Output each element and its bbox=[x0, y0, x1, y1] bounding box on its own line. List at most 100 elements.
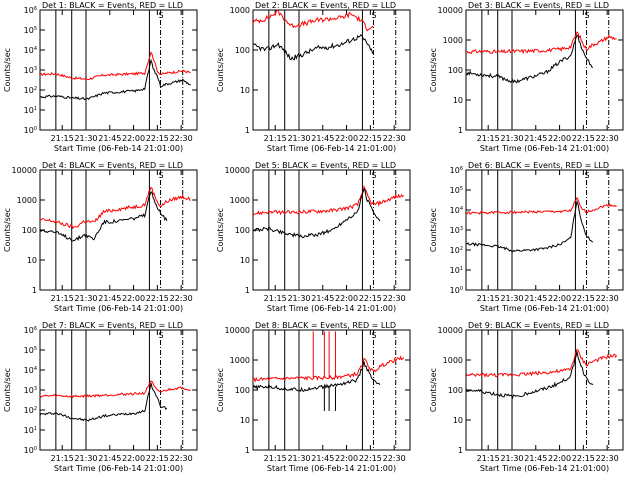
x-tick-label: 21:15 bbox=[477, 454, 500, 463]
y-axis-label: Counts/sec bbox=[3, 368, 12, 412]
lld-series-line bbox=[465, 348, 618, 378]
y-tick-label: 101 bbox=[24, 106, 37, 115]
y-tick-label: 104 bbox=[450, 206, 463, 215]
x-tick-label: 22:15 bbox=[572, 134, 595, 143]
y-tick-exponent: 1 bbox=[34, 426, 37, 432]
y-tick-label: 101 bbox=[24, 426, 37, 435]
y-tick-exponent: 6 bbox=[34, 6, 37, 12]
marker-label: S bbox=[585, 331, 590, 340]
y-tick-label: 100 bbox=[235, 226, 250, 235]
y-tick-label: 100 bbox=[22, 226, 37, 235]
x-tick-label: 21:30 bbox=[74, 294, 97, 303]
x-tick-label: 22:15 bbox=[359, 294, 382, 303]
x-tick-label: 22:30 bbox=[383, 454, 406, 463]
x-axis-label: Start Time (06-Feb-14 21:01:00) bbox=[267, 464, 396, 473]
x-tick-label: 22:00 bbox=[122, 294, 145, 303]
events-series-line bbox=[252, 188, 381, 239]
y-tick-label: 1 bbox=[458, 446, 463, 455]
y-tick-label: 1 bbox=[245, 126, 250, 135]
y-tick-exponent: 2 bbox=[34, 86, 37, 92]
y-tick-label: 10000 bbox=[225, 326, 250, 335]
x-tick-label: 22:15 bbox=[572, 294, 595, 303]
y-axis-label: Counts/sec bbox=[429, 48, 438, 92]
y-tick-label: 10 bbox=[453, 416, 463, 425]
x-tick-label: 22:30 bbox=[170, 134, 193, 143]
lld-series-line bbox=[252, 184, 405, 216]
x-tick-label: 22:30 bbox=[596, 454, 619, 463]
x-tick-label: 21:45 bbox=[98, 294, 121, 303]
y-tick-exponent: 0 bbox=[34, 126, 37, 132]
x-tick-label: 22:30 bbox=[596, 134, 619, 143]
y-tick-label: 103 bbox=[24, 386, 37, 395]
x-tick-label: 22:30 bbox=[383, 134, 406, 143]
y-tick-label: 106 bbox=[24, 326, 37, 335]
y-tick-label: 105 bbox=[24, 26, 37, 35]
lld-series-line bbox=[39, 186, 191, 230]
y-tick-label: 10 bbox=[453, 96, 463, 105]
events-series-line bbox=[39, 190, 168, 242]
y-axis-label: Counts/sec bbox=[216, 208, 225, 252]
y-tick-exponent: 1 bbox=[460, 266, 463, 272]
plot-frame bbox=[465, 9, 624, 131]
plot-frame bbox=[252, 329, 411, 451]
lld-series-line bbox=[252, 9, 374, 32]
x-tick-label: 22:15 bbox=[572, 454, 595, 463]
x-axis-label: Start Time (06-Feb-14 21:01:00) bbox=[480, 304, 609, 313]
marker-label: S bbox=[159, 171, 164, 180]
events-series-line bbox=[39, 382, 168, 422]
panel-det-6: Det 6: BLACK = Events, RED = LLD10610510… bbox=[429, 161, 624, 313]
marker-label: S bbox=[159, 331, 164, 340]
x-tick-label: 22:30 bbox=[383, 294, 406, 303]
y-tick-exponent: 2 bbox=[460, 246, 463, 252]
y-tick-exponent: 3 bbox=[460, 226, 463, 232]
y-tick-exponent: 5 bbox=[34, 26, 37, 32]
x-axis-label: Start Time (06-Feb-14 21:01:00) bbox=[267, 304, 396, 313]
y-tick-label: 1000 bbox=[230, 6, 250, 15]
x-tick-label: 21:15 bbox=[264, 294, 287, 303]
y-tick-exponent: 6 bbox=[34, 326, 37, 332]
panel-det-3: Det 3: BLACK = Events, RED = LLD 10000 100… bbox=[429, 1, 624, 153]
x-tick-label: 21:30 bbox=[500, 454, 523, 463]
panel-title: Det 2: BLACK = Events, RED = LLD bbox=[255, 1, 396, 10]
y-tick-label: 1 bbox=[32, 286, 37, 295]
x-tick-label: 21:30 bbox=[74, 454, 97, 463]
x-tick-label: 22:15 bbox=[146, 454, 169, 463]
x-tick-label: 22:00 bbox=[548, 134, 571, 143]
panel-det-7: Det 7: BLACK = Events, RED = LLD10610510… bbox=[3, 321, 198, 473]
plot-frame bbox=[39, 169, 198, 291]
y-tick-label: 10 bbox=[27, 256, 37, 265]
y-tick-label: 106 bbox=[450, 166, 463, 175]
x-tick-label: 22:00 bbox=[122, 134, 145, 143]
panel-title: Det 8: BLACK = Events, RED = LLD bbox=[255, 321, 396, 330]
x-axis-label: Start Time (06-Feb-14 21:01:00) bbox=[54, 144, 183, 153]
marker-label: S bbox=[372, 171, 377, 180]
y-tick-exponent: 4 bbox=[34, 366, 37, 372]
lld-series-line bbox=[252, 355, 405, 383]
x-axis-label: Start Time (06-Feb-14 21:01:00) bbox=[267, 144, 396, 153]
x-tick-label: 21:45 bbox=[524, 294, 547, 303]
y-tick-exponent: 0 bbox=[34, 446, 37, 452]
events-series-line bbox=[465, 34, 594, 84]
y-tick-label: 10 bbox=[240, 86, 250, 95]
x-tick-label: 21:45 bbox=[98, 134, 121, 143]
x-tick-label: 22:30 bbox=[170, 294, 193, 303]
events-series-line bbox=[465, 199, 594, 253]
x-tick-label: 22:00 bbox=[335, 294, 358, 303]
events-series-line bbox=[252, 361, 381, 392]
y-tick-exponent: 6 bbox=[460, 166, 463, 172]
x-tick-label: 21:45 bbox=[311, 454, 334, 463]
y-axis-label: Counts/sec bbox=[429, 368, 438, 412]
y-tick-label: 10000 bbox=[225, 166, 250, 175]
y-tick-label: 1000 bbox=[443, 36, 463, 45]
y-tick-label: 1000 bbox=[443, 356, 463, 365]
x-tick-label: 22:30 bbox=[170, 454, 193, 463]
x-tick-label: 21:30 bbox=[74, 134, 97, 143]
panel-title: Det 3: BLACK = Events, RED = LLD bbox=[468, 1, 609, 10]
y-tick-label: 104 bbox=[24, 366, 37, 375]
x-tick-label: 21:30 bbox=[287, 294, 310, 303]
y-tick-exponent: 2 bbox=[34, 406, 37, 412]
x-tick-label: 21:45 bbox=[311, 294, 334, 303]
y-tick-exponent: 3 bbox=[34, 386, 37, 392]
marker-label: S bbox=[159, 11, 164, 20]
y-tick-exponent: 4 bbox=[460, 206, 463, 212]
